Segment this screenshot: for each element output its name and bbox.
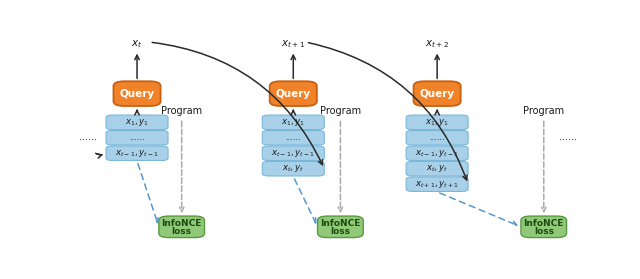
Text: $x_{t-1}, y_{t-1}$: $x_{t-1}, y_{t-1}$	[415, 148, 459, 159]
Text: ......: ......	[285, 133, 301, 142]
FancyBboxPatch shape	[406, 146, 468, 160]
Text: loss: loss	[534, 227, 554, 236]
Text: $x_t, y_t$: $x_t, y_t$	[282, 163, 304, 174]
FancyBboxPatch shape	[406, 115, 468, 129]
FancyBboxPatch shape	[262, 131, 324, 145]
Text: Query: Query	[276, 89, 311, 99]
Text: $x_{t-1}, y_{t-1}$: $x_{t-1}, y_{t-1}$	[271, 148, 315, 159]
Text: $x_1, y_1$: $x_1, y_1$	[425, 117, 449, 128]
FancyBboxPatch shape	[106, 115, 168, 129]
FancyBboxPatch shape	[106, 146, 168, 160]
Text: $x_t, y_t$: $x_t, y_t$	[426, 163, 448, 174]
FancyBboxPatch shape	[317, 216, 364, 238]
FancyBboxPatch shape	[262, 162, 324, 176]
Text: $x_t$: $x_t$	[131, 38, 143, 50]
Text: loss: loss	[172, 227, 192, 236]
FancyBboxPatch shape	[521, 216, 566, 238]
Text: $x_{t+1}, y_{t+1}$: $x_{t+1}, y_{t+1}$	[415, 179, 459, 190]
Text: ......: ......	[129, 133, 145, 142]
Text: $x_1, y_1$: $x_1, y_1$	[125, 117, 149, 128]
FancyBboxPatch shape	[106, 131, 168, 145]
Text: InfoNCE: InfoNCE	[161, 219, 202, 228]
Text: Program: Program	[161, 106, 202, 116]
Text: ......: ......	[429, 133, 445, 142]
Text: InfoNCE: InfoNCE	[524, 219, 564, 228]
Text: Query: Query	[120, 89, 155, 99]
Text: loss: loss	[330, 227, 351, 236]
Text: InfoNCE: InfoNCE	[320, 219, 360, 228]
Text: ......: ......	[79, 132, 97, 142]
Text: Query: Query	[420, 89, 454, 99]
Text: $x_{t+1}$: $x_{t+1}$	[281, 38, 305, 50]
FancyBboxPatch shape	[113, 81, 161, 106]
FancyBboxPatch shape	[262, 115, 324, 129]
Text: $x_{t-1}, y_{t-1}$: $x_{t-1}, y_{t-1}$	[115, 148, 159, 159]
Text: $x_1, y_1$: $x_1, y_1$	[281, 117, 305, 128]
Text: ......: ......	[559, 132, 577, 142]
Text: Program: Program	[320, 106, 361, 116]
FancyBboxPatch shape	[269, 81, 317, 106]
FancyBboxPatch shape	[406, 177, 468, 191]
Text: Program: Program	[523, 106, 564, 116]
FancyBboxPatch shape	[159, 216, 205, 238]
FancyBboxPatch shape	[406, 162, 468, 176]
Text: $x_{t+2}$: $x_{t+2}$	[425, 38, 449, 50]
FancyBboxPatch shape	[262, 146, 324, 160]
FancyBboxPatch shape	[413, 81, 461, 106]
FancyBboxPatch shape	[406, 131, 468, 145]
